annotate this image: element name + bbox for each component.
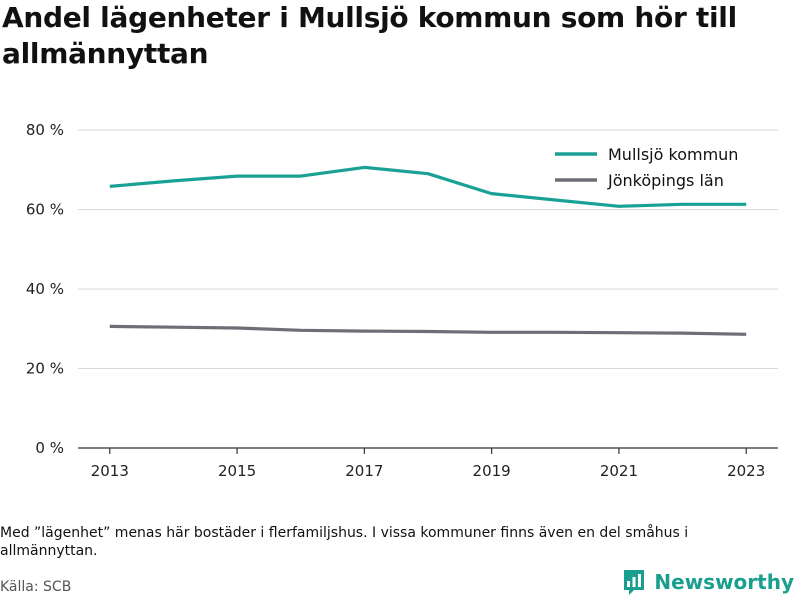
bar-chart-icon [624, 570, 645, 595]
y-tick-label: 80 % [26, 121, 64, 139]
data-point [171, 179, 175, 183]
series-lines [108, 165, 748, 336]
data-point [553, 330, 557, 334]
data-point [744, 332, 748, 336]
data-point [362, 165, 366, 169]
y-tick-label: 40 % [26, 280, 64, 298]
gridlines [78, 129, 778, 369]
data-point [171, 325, 175, 329]
source-label: Källa: SCB [0, 579, 72, 595]
x-tick-label: 2021 [600, 462, 638, 480]
data-point [362, 329, 366, 333]
x-tick-label: 2015 [218, 462, 256, 480]
data-point [108, 184, 112, 188]
data-point [299, 328, 303, 332]
y-axis: 0 % 20 % 40 % 60 % 80 % [26, 121, 64, 457]
data-point [681, 202, 685, 206]
data-point [108, 324, 112, 328]
data-point [681, 331, 685, 335]
data-point [617, 331, 621, 335]
x-tick-label: 2019 [473, 462, 511, 480]
data-point [553, 198, 557, 202]
brand-logo[interactable]: Newsworthy [622, 568, 794, 596]
y-tick-label: 0 % [35, 439, 64, 457]
series-line-2 [109, 324, 747, 336]
footnote: Med ”lägenhet” menas här bostäder i fler… [0, 525, 689, 559]
data-point [617, 204, 621, 208]
legend: Mullsjö kommun Jönköpings län [555, 145, 738, 190]
legend-label: Mullsjö kommun [608, 145, 738, 164]
data-point [235, 174, 239, 178]
brand-name: Newsworthy [654, 570, 794, 594]
data-point [426, 330, 430, 334]
x-tick-label: 2023 [727, 462, 765, 480]
x-tick-label: 2017 [345, 462, 383, 480]
y-tick-label: 20 % [26, 360, 64, 378]
legend-label: Jönköpings län [607, 171, 724, 190]
data-point [490, 192, 494, 196]
data-point [744, 202, 748, 206]
data-point [490, 330, 494, 334]
y-tick-label: 60 % [26, 201, 64, 219]
x-axis: 2013 2015 2017 2019 2021 2023 [78, 447, 778, 480]
chart-title: Andel lägenheter i Mullsjö kommun som hö… [2, 1, 737, 70]
x-tick-label: 2013 [91, 462, 129, 480]
data-point [299, 174, 303, 178]
series-line-1 [109, 165, 747, 208]
data-point [235, 326, 239, 330]
data-point [426, 172, 430, 176]
